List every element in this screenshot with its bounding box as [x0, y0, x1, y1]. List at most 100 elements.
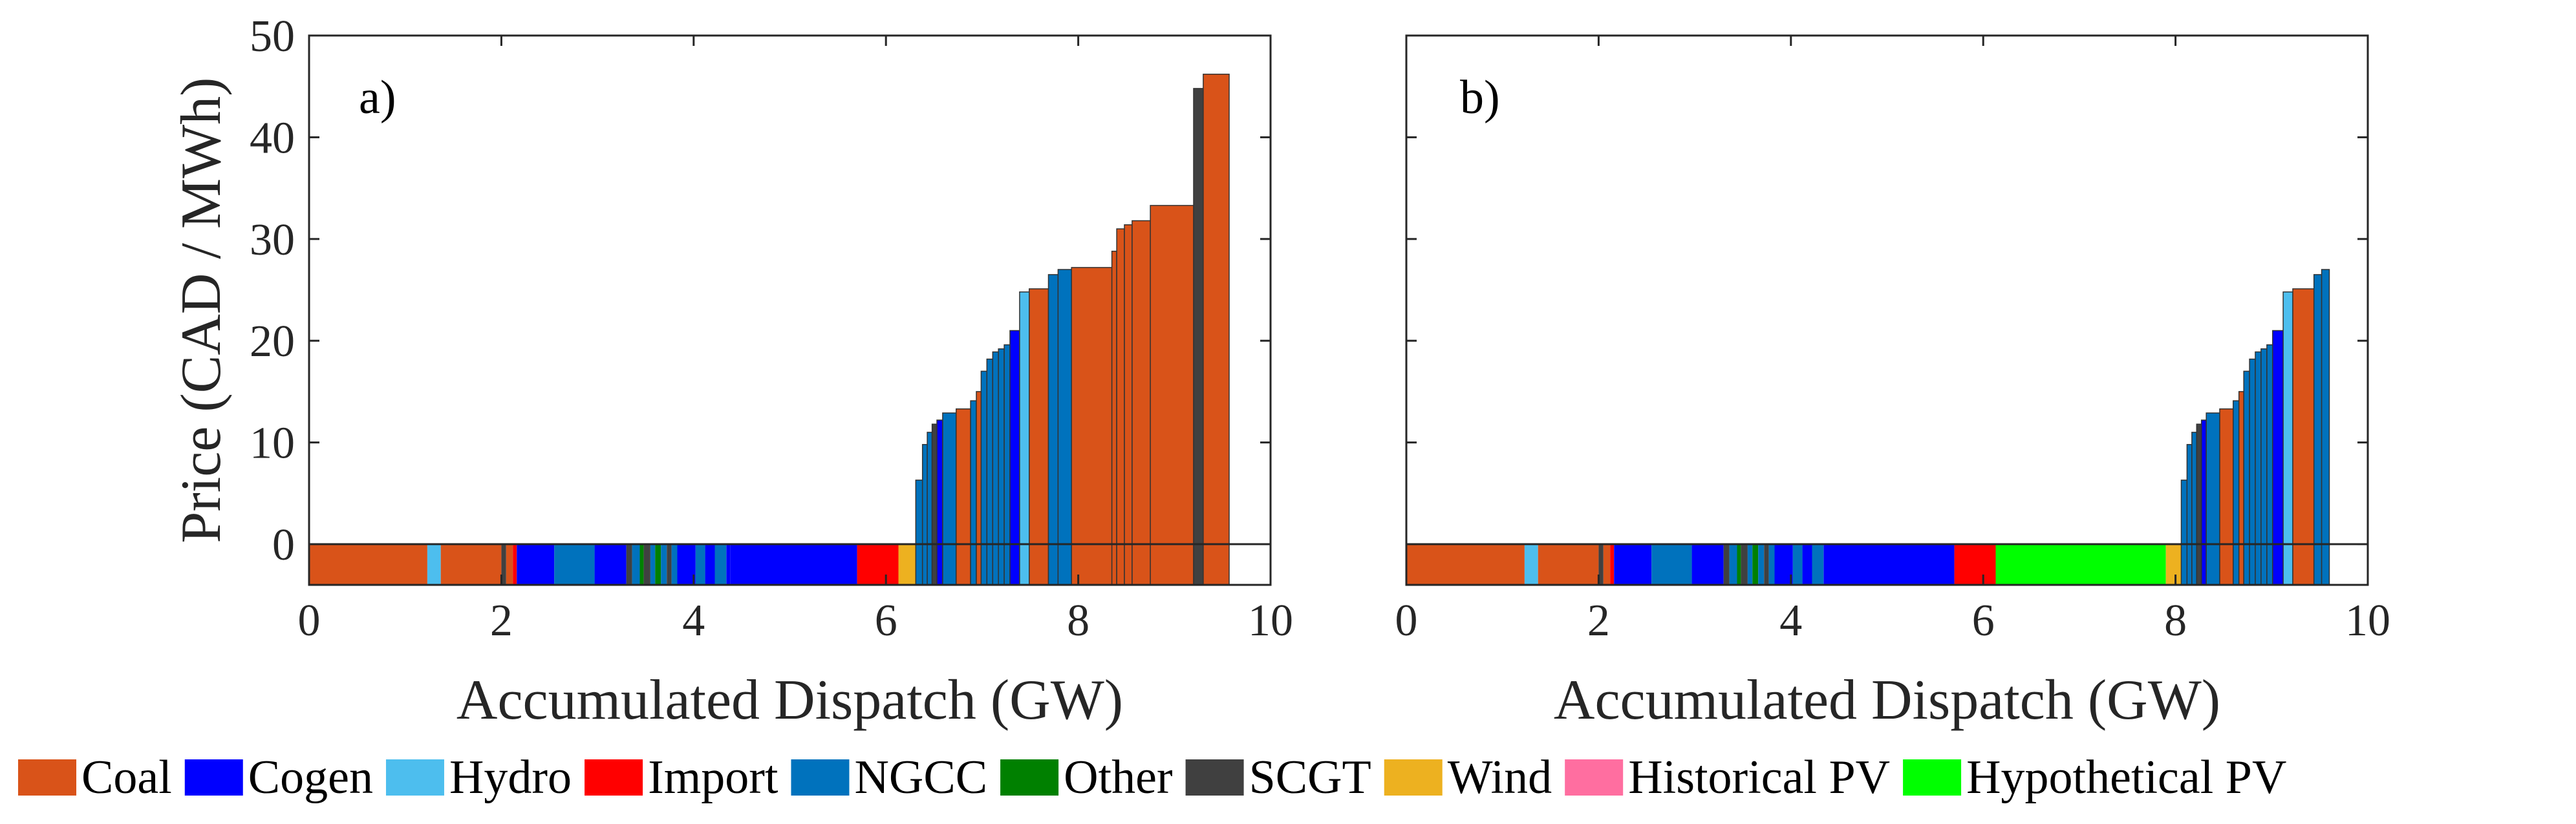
y-tick-label: 50 — [250, 12, 295, 61]
panel-b-xlabel: Accumulated Dispatch (GW) — [1554, 669, 2220, 732]
bar-cogen — [730, 544, 857, 585]
bar-ngcc — [632, 544, 640, 585]
bar-coal — [1132, 220, 1151, 586]
x-tick-label: 0 — [298, 596, 321, 646]
bar-scgt — [1193, 88, 1204, 586]
bar-import — [1610, 544, 1615, 585]
x-tick-label: 10 — [1248, 596, 1293, 646]
bar-cogen — [1691, 544, 1724, 585]
legend-swatch-ngcc — [791, 759, 850, 796]
bar-scgt — [1741, 544, 1748, 585]
bar-scgt — [667, 544, 672, 585]
panel-a-axes-frame — [308, 34, 1272, 586]
bar-scgt — [1723, 544, 1730, 585]
bar-cogen — [936, 419, 943, 586]
bar-ngcc — [554, 544, 595, 585]
bar-ngcc — [992, 351, 999, 586]
panel-a-xlabel: Accumulated Dispatch (GW) — [456, 669, 1123, 732]
legend-label: Historical PV — [1628, 751, 1890, 804]
bar-ngcc — [695, 544, 705, 585]
legend-swatch-coal — [18, 759, 76, 796]
y-tick-label: 40 — [250, 113, 295, 163]
bar-ngcc — [942, 412, 957, 586]
bar-cogen — [726, 544, 731, 585]
bar-ngcc — [1729, 544, 1737, 585]
panel-a-bars — [309, 74, 1230, 586]
bar-ngcc — [1057, 269, 1072, 586]
panel-a-ylabel: Price (CAD / MWh) — [170, 78, 233, 544]
bar-coal — [2219, 408, 2234, 586]
panel-b-axes-frame — [1405, 34, 2369, 586]
bar-scgt — [501, 544, 506, 585]
panel-b: 0 2 4 6 8 10 b) Accumulated Dispatch (GW) — [1395, 34, 2390, 732]
legend-swatch-hypothetical-pv — [1903, 759, 1962, 796]
legend-label: Coal — [81, 751, 172, 804]
legend-label: NGCC — [854, 751, 987, 804]
bar-wind — [898, 544, 916, 585]
x-tick-label: 8 — [2164, 596, 2187, 646]
legend-swatch-hydro — [385, 759, 444, 796]
bar-other — [1737, 544, 1741, 585]
panel-a-ticks: 0 2 4 6 8 10 0 10 20 30 40 50 — [250, 12, 1293, 646]
legend-swatch-scgt — [1185, 759, 1244, 796]
bar-ngcc — [927, 432, 933, 586]
bar-ngcc — [998, 348, 1005, 586]
bar-hydro — [427, 544, 441, 585]
legend-swatch-other — [1000, 759, 1059, 796]
bar-coal — [1203, 74, 1230, 586]
legend: Coal Cogen Hydro Import NGCC Other SCGT Wind His… — [18, 751, 2286, 804]
bar-wind — [2165, 544, 2182, 585]
bar-ngcc — [2260, 348, 2268, 586]
bar-ngcc — [661, 544, 667, 585]
bar-cogen — [2272, 330, 2284, 586]
bar-coal — [1150, 205, 1194, 586]
legend-swatch-import — [585, 759, 643, 796]
x-tick-label: 4 — [1779, 596, 1802, 646]
bar-ngcc — [2313, 274, 2323, 586]
bar-ngcc — [2321, 269, 2330, 586]
bar-cogen — [1802, 544, 1812, 585]
bar-cogen — [2200, 419, 2207, 586]
bar-ngcc — [986, 358, 993, 586]
bar-other — [1752, 544, 1759, 585]
bar-coal — [1071, 267, 1113, 586]
x-tick-label: 8 — [1067, 596, 1089, 646]
legend-label: Other — [1064, 751, 1173, 804]
legend-label: Hypothetical PV — [1966, 751, 2286, 804]
bar-cogen — [1774, 544, 1793, 585]
bar-ngcc — [1758, 544, 1765, 585]
bar-coal — [309, 544, 427, 585]
legend-label: Wind — [1448, 751, 1552, 804]
x-tick-label: 2 — [1587, 596, 1610, 646]
bar-scgt — [931, 423, 938, 586]
bar-import — [857, 544, 899, 585]
bar-ngcc — [2243, 370, 2250, 586]
bar-cogen — [1614, 544, 1652, 585]
x-tick-label: 0 — [1395, 596, 1418, 646]
bar-hydro — [1524, 544, 1538, 585]
bar-cogen — [594, 544, 627, 585]
y-tick-label: 0 — [272, 520, 295, 570]
panel-b-label: b) — [1460, 71, 1500, 124]
panel-b-ticks: 0 2 4 6 8 10 — [1395, 34, 2390, 646]
bar-coal — [1124, 224, 1133, 586]
bar-coal — [1111, 250, 1117, 586]
bar-ngcc — [650, 544, 656, 585]
x-tick-label: 2 — [490, 596, 513, 646]
legend-label: Cogen — [248, 751, 373, 804]
y-tick-label: 10 — [250, 419, 295, 469]
bar-ngcc — [970, 400, 977, 586]
bar-ngcc — [2233, 400, 2240, 586]
x-tick-label: 10 — [2345, 596, 2390, 646]
bar-other — [655, 544, 661, 585]
bar-coal — [1538, 544, 1599, 585]
bar-ngcc — [1768, 544, 1775, 585]
y-tick-label: 30 — [250, 215, 295, 265]
x-tick-label: 4 — [682, 596, 705, 646]
bar-coal — [976, 391, 982, 586]
bar-ngcc — [2249, 358, 2256, 586]
bar-scgt — [2196, 423, 2202, 586]
panel-b-bars — [1406, 269, 2330, 586]
bar-ngcc — [2191, 432, 2198, 586]
